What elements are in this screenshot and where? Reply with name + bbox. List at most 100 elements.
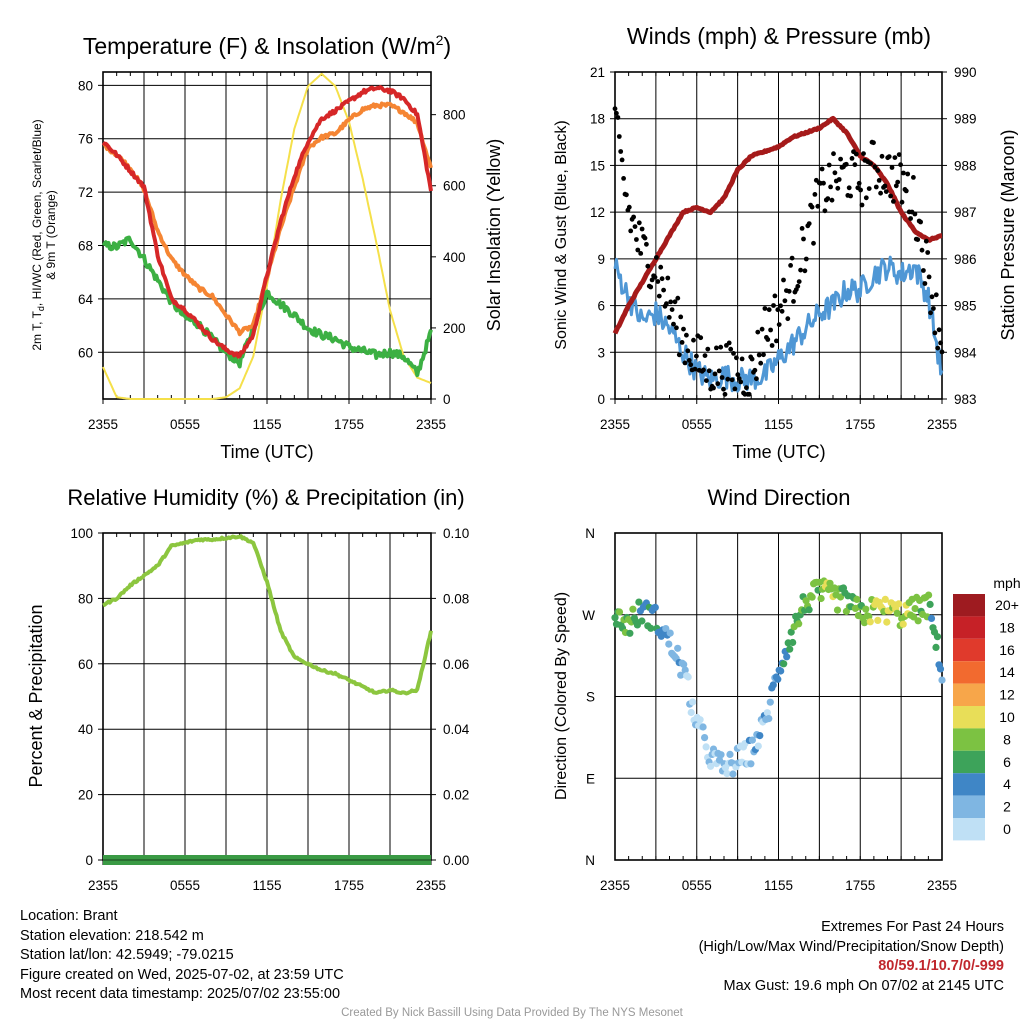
gust-point [761, 352, 766, 358]
direction-point [899, 620, 907, 628]
rh-ytick-label: 80 [78, 591, 93, 606]
wind-ytick-right-label: 990 [954, 65, 977, 80]
gust-point [872, 164, 878, 170]
gust-point [754, 376, 759, 382]
rh-line [102, 534, 433, 696]
gust-point [612, 106, 618, 112]
gust-point [766, 307, 772, 313]
direction-point [860, 619, 869, 627]
gust-point [648, 284, 654, 290]
gust-point [654, 255, 659, 260]
station-elevation: Station elevation: 218.542 m [20, 927, 204, 944]
gust-point [809, 204, 815, 210]
humidity-panel: Relative Humidity (%) & Precipitation (i… [26, 485, 470, 893]
temp-ytick-right-label: 400 [443, 250, 466, 265]
direction-point [729, 770, 737, 778]
gust-point [849, 156, 855, 161]
gust-point [714, 345, 719, 351]
wind-ylabel-left: Sonic Wind & Gust (Blue, Black) [553, 120, 570, 349]
gust-point [836, 177, 842, 182]
gust-point [776, 322, 782, 327]
gust-point [636, 220, 642, 226]
figure-created: Figure created on Wed, 2025-07-02, at 23… [20, 966, 344, 983]
rh-ytick-label: 0 [85, 853, 93, 868]
recent-timestamp: Most recent data timestamp: 2025/07/02 2… [20, 986, 341, 1002]
extremes-subtitle: (High/Low/Max Wind/Precipitation/Snow De… [698, 938, 1004, 955]
wind-ytick-label: 0 [597, 392, 605, 407]
colorbar-swatch [953, 750, 985, 774]
station-location: Location: Brant [20, 908, 118, 924]
gust-point [908, 216, 913, 221]
gust-point [931, 306, 936, 311]
colorbar-title: mph [993, 575, 1020, 591]
gust-point [738, 379, 744, 385]
direction-point [765, 715, 773, 723]
direction-point [853, 595, 861, 604]
wind-ytick-label: 21 [590, 65, 605, 80]
direction-point [932, 643, 940, 652]
gust-point [806, 221, 812, 227]
direction-point [763, 709, 771, 717]
temp2m-line [101, 85, 433, 359]
colorbar-label: 18 [999, 619, 1015, 635]
colorbar-label: 0 [1003, 821, 1011, 837]
rh-ytick-label: 40 [78, 722, 93, 737]
gust-point [756, 352, 762, 358]
wind-ytick-right-label: 986 [954, 252, 977, 267]
temp-xtick-label: 1155 [252, 417, 281, 432]
rh-ytick-right-label: 0.10 [443, 526, 469, 541]
gust-point [785, 316, 791, 322]
gust-point [779, 308, 785, 314]
gust-point [821, 180, 826, 186]
gust-point [911, 175, 916, 180]
direction-point [723, 770, 731, 778]
gust-point [688, 362, 694, 368]
gust-point [936, 327, 942, 333]
gust-point [661, 287, 666, 293]
gust-point [618, 149, 624, 154]
direction-point [754, 742, 762, 750]
gust-point [732, 386, 738, 392]
gust-point [624, 192, 629, 198]
dir-ytick-label: N [585, 526, 595, 541]
temp-ylabel-left-2: & 9m T (Orange) [44, 190, 58, 280]
dir-xtick-label: 1155 [764, 878, 793, 893]
temp-ytick-label: 60 [78, 345, 93, 360]
gust-point [928, 310, 933, 316]
temp-ytick-right-label: 800 [443, 108, 466, 123]
gust-point [922, 281, 928, 286]
gust-point [772, 293, 778, 299]
wind-ytick-label: 15 [590, 158, 605, 173]
temp-xtick-label: 0555 [170, 417, 200, 432]
temp-title-superscript: 2 [436, 32, 444, 48]
dir-xtick-label: 1755 [845, 878, 875, 893]
gust-point [799, 226, 805, 231]
gust-point [889, 165, 895, 170]
direction-point [699, 723, 707, 731]
gust-point [843, 161, 849, 167]
gust-point [774, 338, 779, 344]
sonic-wind-line [613, 255, 944, 393]
extremes-title: Extremes For Past 24 Hours [821, 919, 1004, 935]
direction-point [774, 675, 782, 683]
direction-point [893, 609, 901, 617]
colorbar-swatch [953, 616, 985, 639]
temp-ytick-label: 72 [78, 185, 93, 200]
gust-point [676, 352, 682, 358]
gust-point [858, 187, 863, 193]
dir-panel-title: Wind Direction [707, 485, 850, 510]
gust-point [892, 155, 898, 161]
direction-point [677, 671, 685, 679]
gust-point [802, 268, 808, 274]
wind-ytick-right-label: 988 [954, 158, 977, 173]
colorbar-label: 10 [999, 709, 1015, 725]
gust-point [895, 179, 901, 185]
gust-point [815, 203, 821, 209]
gust-point [825, 196, 831, 202]
gust-point [692, 366, 698, 372]
gust-point [876, 178, 882, 183]
gust-point [735, 372, 741, 378]
direction-point [777, 667, 785, 675]
wind-ytick-label: 3 [597, 345, 605, 360]
direction-point [833, 606, 842, 614]
